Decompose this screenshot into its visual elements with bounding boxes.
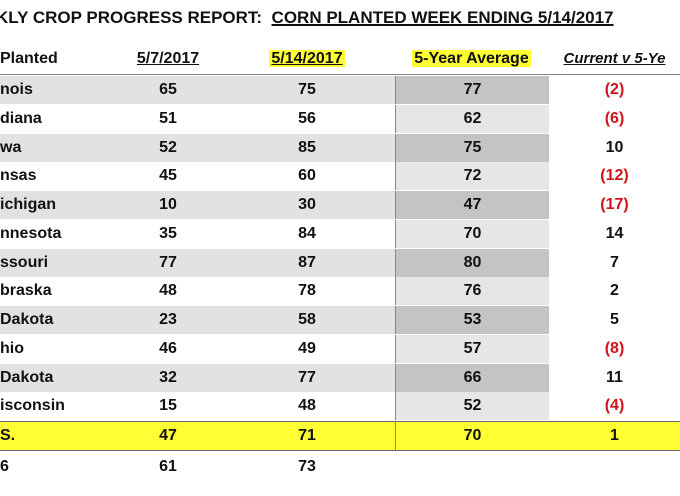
table-cell: (8) [549, 334, 680, 363]
table-cell: 60 [298, 167, 316, 185]
table-cell: 7 [549, 248, 680, 277]
header-cell: Current v 5-Ye [549, 44, 680, 74]
table-row: 6 61 73 [0, 453, 680, 481]
table-cell: 10 [549, 133, 680, 162]
table-cell: 72 [395, 162, 550, 191]
table-cell: 75 [395, 133, 550, 162]
table-cell: ssouri [0, 253, 49, 271]
table-cell: 47 [395, 191, 550, 219]
table-cell: 57 [395, 334, 550, 363]
table-row: Dakota 32 77 66 11 [0, 363, 680, 392]
table-cell: 1 [549, 422, 680, 450]
table-cell: (2) [549, 76, 680, 104]
table-cell: ichigan [0, 196, 57, 213]
table-cell: 49 [298, 339, 316, 357]
table-cell: 70 [395, 422, 550, 450]
header-cell: Planted [0, 44, 100, 74]
table-cell: 48 [298, 397, 316, 415]
table-cell: 73 [298, 457, 316, 475]
table-cell: 51 [159, 109, 177, 127]
table-cell: 10 [159, 196, 177, 213]
table-cell: 15 [159, 397, 177, 415]
table-cell: 85 [298, 138, 316, 156]
header-text: 5-Year Average [412, 50, 531, 67]
table-row: hio 46 49 57 (8) [0, 334, 680, 363]
table-row: ssouri 77 87 80 7 [0, 248, 680, 277]
header-text: Planted [0, 50, 58, 67]
table-cell: Dakota [0, 368, 54, 386]
table-cell: wa [0, 138, 22, 156]
table-cell: 70 [395, 219, 550, 248]
table-cell: (4) [549, 392, 680, 421]
table-cell: 66 [395, 363, 550, 392]
header-cell: 5-Year Average [395, 44, 548, 74]
title: KLY CROP PROGRESS REPORT: CORN PLANTED W… [0, 8, 614, 28]
table-cell: (6) [549, 104, 680, 133]
table-row: Dakota 23 58 53 5 [0, 306, 680, 334]
table-cell: 48 [159, 282, 177, 300]
table-cell: braska [0, 282, 52, 300]
table-cell: 35 [159, 224, 177, 242]
title-prefix: KLY CROP PROGRESS REPORT: [0, 8, 263, 27]
table-cell: S. [0, 427, 16, 444]
header-text: 5/7/2017 [136, 50, 200, 67]
table-cell: diana [0, 109, 42, 127]
header-text: 5/14/2017 [269, 50, 345, 67]
table-cell: 46 [159, 339, 177, 357]
table-cell: isconsin [0, 397, 65, 415]
table-cell: 52 [159, 138, 177, 156]
header-row: Planted 5/7/2017 5/14/2017 5-Year Average Cu… [0, 44, 680, 75]
table-cell: 62 [395, 104, 550, 133]
title-main: CORN PLANTED WEEK ENDING 5/14/2017 [271, 8, 614, 27]
table-cell: 77 [298, 368, 316, 386]
table-row: nsas 45 60 72 (12) [0, 162, 680, 191]
table-cell: 71 [298, 427, 316, 444]
table-cell: nois [0, 81, 33, 98]
table-row: S. 47 71 70 1 [0, 421, 680, 451]
table-cell: (17) [549, 191, 680, 219]
table-cell: 30 [298, 196, 316, 213]
table-cell: 45 [159, 167, 177, 185]
table-row: nnesota 35 84 70 14 [0, 219, 680, 248]
table-row: nois 65 75 77 (2) [0, 76, 680, 104]
header-cell: 5/7/2017 [110, 44, 226, 74]
table-cell: (12) [549, 162, 680, 191]
table-cell: 58 [298, 311, 316, 328]
table-cell: 32 [159, 368, 177, 386]
table-cell: 14 [549, 219, 680, 248]
table-cell: 76 [395, 277, 550, 306]
table-row: ichigan 10 30 47 (17) [0, 191, 680, 219]
table-cell: 80 [395, 248, 550, 277]
header-text: Current v 5-Ye [563, 50, 666, 67]
table-cell: 53 [395, 306, 550, 334]
table-cell: 5 [549, 306, 680, 334]
table-cell: 52 [395, 392, 550, 421]
table-cell: 78 [298, 282, 316, 300]
table-cell: nsas [0, 167, 37, 185]
table-cell: 65 [159, 81, 177, 98]
header-cell: 5/14/2017 [250, 44, 364, 74]
table-cell: Dakota [0, 311, 54, 328]
table-cell: 47 [159, 427, 177, 444]
table-cell: 75 [298, 81, 316, 98]
table-cell: hio [0, 339, 24, 357]
table-row: diana 51 56 62 (6) [0, 104, 680, 133]
table-cell: 2 [549, 277, 680, 306]
table-cell: 23 [159, 311, 177, 328]
table-cell: 11 [549, 363, 680, 392]
table-row: braska 48 78 76 2 [0, 277, 680, 306]
table-row: isconsin 15 48 52 (4) [0, 392, 680, 421]
table-cell: 61 [159, 457, 177, 475]
table-cell: 56 [298, 109, 316, 127]
table-cell: 6 [0, 457, 9, 475]
table-cell: 77 [395, 76, 550, 104]
table-row: wa 52 85 75 10 [0, 133, 680, 162]
table-cell: 84 [298, 224, 316, 242]
table-cell: 87 [298, 253, 316, 271]
table-cell: 77 [159, 253, 177, 271]
table-cell: nnesota [0, 224, 62, 242]
